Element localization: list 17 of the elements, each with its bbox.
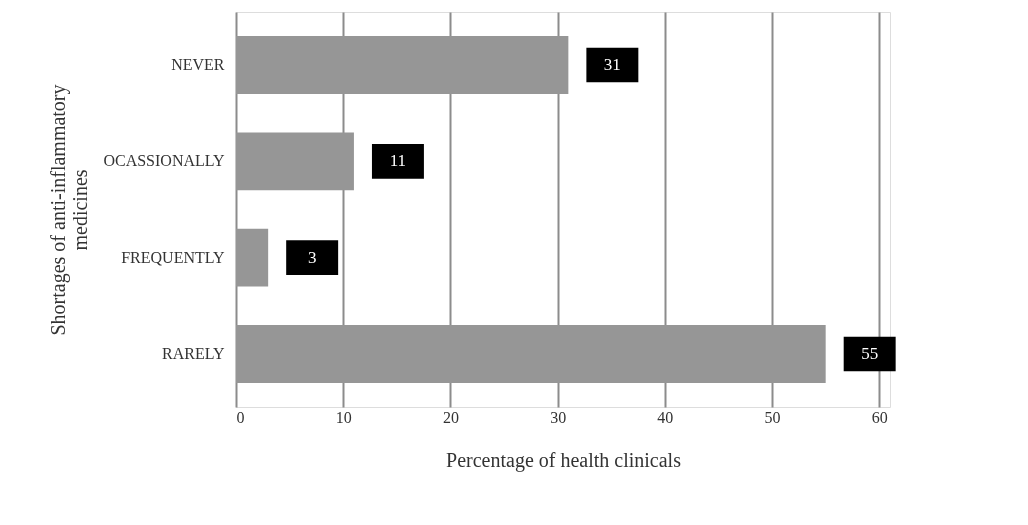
x-tick-label: 30 <box>550 408 567 426</box>
x-tick-label: 20 <box>442 408 459 426</box>
data-label: 11 <box>389 151 407 171</box>
y-tick-label: FREQUENTLY <box>121 248 225 266</box>
data-label: 55 <box>861 344 879 364</box>
x-tick-label: 10 <box>335 408 352 426</box>
x-tick-label: 0 <box>236 408 245 426</box>
y-tick-label: NEVER <box>171 55 225 73</box>
x-axis-title: Percentage of health clinicals <box>446 448 682 472</box>
x-tick-label: 40 <box>657 408 674 426</box>
y-tick-label: OCASSIONALLY <box>103 152 225 170</box>
x-tick-label: 60 <box>871 408 888 426</box>
data-label: 31 <box>603 54 621 74</box>
data-label: 3 <box>307 247 317 267</box>
y-axis-title: Shortages of anti-inflammatory medicines <box>47 84 92 336</box>
y-tick-label: RARELY <box>162 345 225 363</box>
x-tick-label: 50 <box>764 408 781 426</box>
